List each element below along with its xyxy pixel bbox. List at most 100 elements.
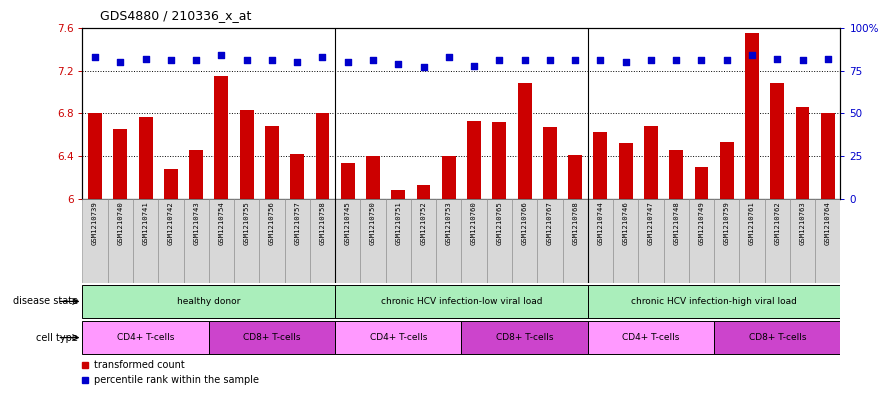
Text: GSM1210750: GSM1210750 <box>370 201 376 245</box>
Point <box>543 57 557 64</box>
Text: percentile rank within the sample: percentile rank within the sample <box>93 375 259 385</box>
FancyBboxPatch shape <box>512 199 538 283</box>
Text: GSM1210739: GSM1210739 <box>92 201 98 245</box>
Point <box>340 59 355 65</box>
Text: GSM1210768: GSM1210768 <box>573 201 578 245</box>
Text: GSM1210761: GSM1210761 <box>749 201 755 245</box>
Bar <box>139 117 152 199</box>
Point <box>492 57 506 64</box>
Text: GSM1210760: GSM1210760 <box>471 201 477 245</box>
Point <box>113 59 127 65</box>
FancyBboxPatch shape <box>133 199 159 283</box>
Text: disease state: disease state <box>13 296 78 307</box>
Bar <box>114 129 127 199</box>
FancyBboxPatch shape <box>739 199 764 283</box>
Bar <box>543 127 556 199</box>
Text: GSM1210742: GSM1210742 <box>168 201 174 245</box>
Text: GSM1210765: GSM1210765 <box>496 201 503 245</box>
Bar <box>392 190 405 199</box>
Bar <box>518 83 531 199</box>
Bar <box>694 167 709 199</box>
FancyBboxPatch shape <box>714 321 840 354</box>
Text: CD8+ T-cells: CD8+ T-cells <box>495 333 554 342</box>
Bar <box>719 142 734 199</box>
Point <box>417 64 431 70</box>
Bar <box>88 113 102 199</box>
Point <box>821 55 835 62</box>
Bar <box>467 121 481 199</box>
Bar <box>214 76 228 199</box>
FancyBboxPatch shape <box>335 285 588 318</box>
Bar <box>417 185 430 199</box>
Text: CD4+ T-cells: CD4+ T-cells <box>622 333 680 342</box>
Point <box>796 57 810 64</box>
FancyBboxPatch shape <box>436 199 461 283</box>
Point <box>164 57 178 64</box>
Bar <box>745 33 759 199</box>
FancyBboxPatch shape <box>461 321 588 354</box>
Point <box>290 59 305 65</box>
Bar <box>290 154 304 199</box>
FancyBboxPatch shape <box>82 285 335 318</box>
Text: CD4+ T-cells: CD4+ T-cells <box>116 333 175 342</box>
FancyBboxPatch shape <box>335 321 461 354</box>
FancyBboxPatch shape <box>588 199 613 283</box>
FancyBboxPatch shape <box>411 199 436 283</box>
Bar <box>821 113 835 199</box>
Bar <box>164 169 177 199</box>
Point <box>239 57 254 64</box>
Point <box>568 57 582 64</box>
Text: transformed count: transformed count <box>93 360 185 370</box>
Bar <box>644 126 658 199</box>
Point <box>467 62 481 69</box>
FancyBboxPatch shape <box>385 199 411 283</box>
FancyBboxPatch shape <box>108 199 133 283</box>
Text: GSM1210744: GSM1210744 <box>598 201 603 245</box>
Point <box>719 57 734 64</box>
Point <box>315 54 330 60</box>
Text: GSM1210753: GSM1210753 <box>446 201 452 245</box>
Point <box>518 57 532 64</box>
FancyBboxPatch shape <box>234 199 259 283</box>
Text: GSM1210748: GSM1210748 <box>673 201 679 245</box>
FancyBboxPatch shape <box>335 199 360 283</box>
Point <box>138 55 152 62</box>
FancyBboxPatch shape <box>209 321 335 354</box>
Text: GSM1210751: GSM1210751 <box>395 201 401 245</box>
Bar <box>619 143 633 199</box>
Point <box>644 57 659 64</box>
Bar <box>340 163 355 199</box>
Text: GSM1210752: GSM1210752 <box>420 201 426 245</box>
FancyBboxPatch shape <box>613 199 638 283</box>
Text: chronic HCV infection-high viral load: chronic HCV infection-high viral load <box>631 297 797 306</box>
Text: GSM1210757: GSM1210757 <box>294 201 300 245</box>
FancyBboxPatch shape <box>714 199 739 283</box>
FancyBboxPatch shape <box>638 199 664 283</box>
Text: GSM1210758: GSM1210758 <box>320 201 325 245</box>
Text: GSM1210756: GSM1210756 <box>269 201 275 245</box>
Bar <box>265 126 279 199</box>
Point <box>366 57 380 64</box>
Bar <box>771 83 784 199</box>
Text: CD8+ T-cells: CD8+ T-cells <box>748 333 806 342</box>
Text: GSM1210762: GSM1210762 <box>774 201 780 245</box>
FancyBboxPatch shape <box>82 321 209 354</box>
FancyBboxPatch shape <box>588 321 714 354</box>
FancyBboxPatch shape <box>487 199 512 283</box>
Text: GSM1210741: GSM1210741 <box>142 201 149 245</box>
FancyBboxPatch shape <box>360 199 385 283</box>
Text: GSM1210749: GSM1210749 <box>699 201 704 245</box>
Point <box>694 57 709 64</box>
Point <box>88 54 102 60</box>
Point <box>745 52 759 59</box>
Point <box>392 61 406 67</box>
Text: GSM1210764: GSM1210764 <box>825 201 831 245</box>
Point <box>593 57 607 64</box>
Bar <box>669 150 683 199</box>
Text: GSM1210755: GSM1210755 <box>244 201 250 245</box>
Bar <box>315 113 330 199</box>
Text: GSM1210759: GSM1210759 <box>724 201 729 245</box>
Text: chronic HCV infection-low viral load: chronic HCV infection-low viral load <box>381 297 542 306</box>
Text: healthy donor: healthy donor <box>177 297 240 306</box>
FancyBboxPatch shape <box>764 199 790 283</box>
